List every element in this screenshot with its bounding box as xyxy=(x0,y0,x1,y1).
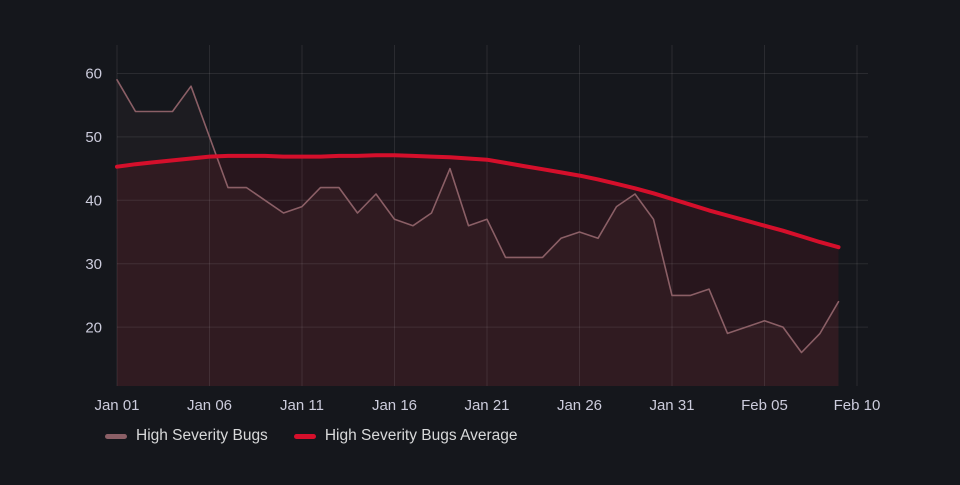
legend-color-chip xyxy=(105,433,127,439)
x-tick-label: Jan 21 xyxy=(464,397,509,414)
legend: High Severity Bugs High Severity Bugs Ave… xyxy=(105,425,518,447)
y-tick-label: 40 xyxy=(85,193,102,210)
y-tick-label: 30 xyxy=(85,256,102,273)
high-severity-bugs-average-fill xyxy=(117,155,839,386)
legend-item-label: High Severity Bugs Average xyxy=(324,427,518,444)
y-tick-label: 60 xyxy=(85,66,102,83)
x-tick-label: Feb 05 xyxy=(741,397,788,414)
x-tick-label: Jan 31 xyxy=(649,397,694,414)
legend-item-label: High Severity Bugs xyxy=(136,427,268,444)
legend-item-high-severity-bugs-average[interactable]: High Severity Bugs Average xyxy=(293,425,518,447)
high-severity-bugs-average-line xyxy=(115,153,841,250)
x-tick-label: Jan 11 xyxy=(280,397,324,414)
legend-item-high-severity-bugs[interactable]: High Severity Bugs xyxy=(105,425,268,447)
plot-area[interactable] xyxy=(117,45,868,386)
y-axis-labels: 60 50 40 30 20 xyxy=(85,66,102,337)
gridlines xyxy=(116,45,868,386)
x-tick-label: Jan 16 xyxy=(372,397,417,414)
y-tick-label: 50 xyxy=(85,129,102,146)
high-severity-bugs-line xyxy=(116,79,840,354)
x-axis-labels: Jan 01 Jan 06 Jan 11 Jan 16 Jan 21 Jan 26 Jan … xyxy=(94,397,880,414)
x-tick-label: Jan 06 xyxy=(187,397,232,414)
high-severity-bugs-fill xyxy=(117,79,839,387)
x-tick-label: Jan 01 xyxy=(94,397,139,414)
x-tick-label: Jan 26 xyxy=(557,397,602,414)
legend-color-chip xyxy=(293,433,316,439)
y-tick-label: 20 xyxy=(85,319,102,336)
x-tick-label: Feb 10 xyxy=(834,397,881,414)
